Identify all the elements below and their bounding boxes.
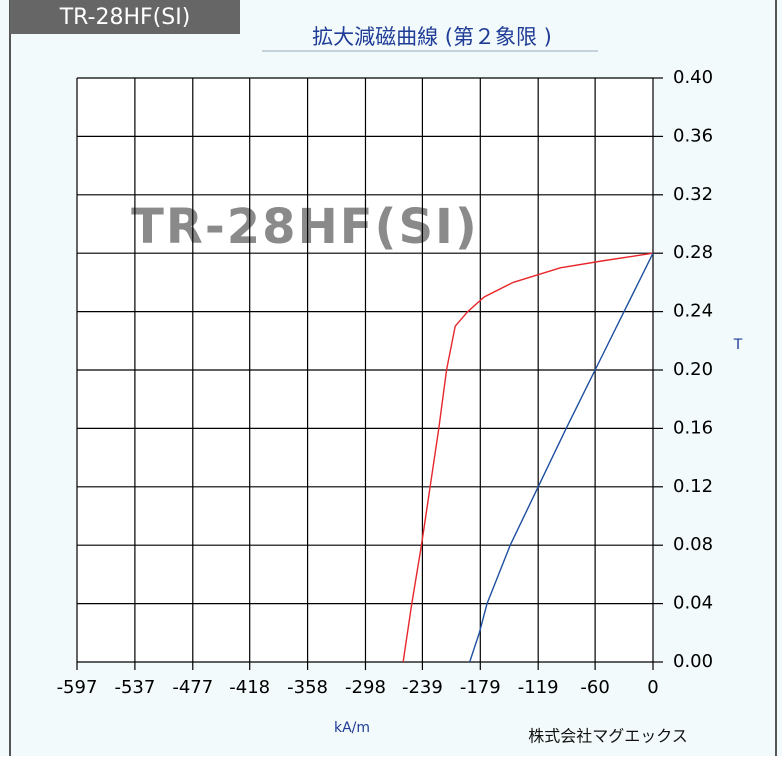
tag-box [10,0,240,34]
y-tick-label: 0.32 [673,184,713,205]
y-tick-label: 0.20 [673,359,713,380]
curve [402,252,654,663]
y-tick-label: 0.16 [673,417,713,438]
x-tick-label: -597 [57,677,98,698]
y-tick-label: 0.00 [673,651,713,672]
x-tick-label: -60 [580,677,609,698]
watermark: TR-28HF(SI) [131,199,479,255]
y-tick-label: 0.12 [673,476,713,497]
chart-title: 拡大減磁曲線 (第２象限 ) [312,25,552,49]
curve [469,252,654,663]
y-tick-label: 0.36 [673,125,713,146]
y-tick-label: 0.28 [673,242,713,263]
x-tick-label: -239 [402,677,443,698]
y-axis-label: T [733,337,743,353]
x-tick-label: -298 [345,677,386,698]
x-tick-label: -358 [287,677,328,698]
x-tick-label: -477 [172,677,213,698]
tag: TR-28HF(SI) [59,5,191,30]
x-tick-label: -119 [518,677,559,698]
y-tick-label: 0.08 [673,534,713,555]
y-tick-label: 0.04 [673,593,713,614]
company: 株式会社マグエックス [528,727,688,746]
x-tick-label: -418 [229,677,270,698]
x-axis-label: kA/m [334,720,370,736]
x-tick-label: -179 [460,677,501,698]
y-tick-label: 0.40 [673,67,713,88]
y-tick-label: 0.24 [673,301,713,322]
x-tick-label: -537 [114,677,155,698]
x-tick-label: 0 [647,677,658,698]
